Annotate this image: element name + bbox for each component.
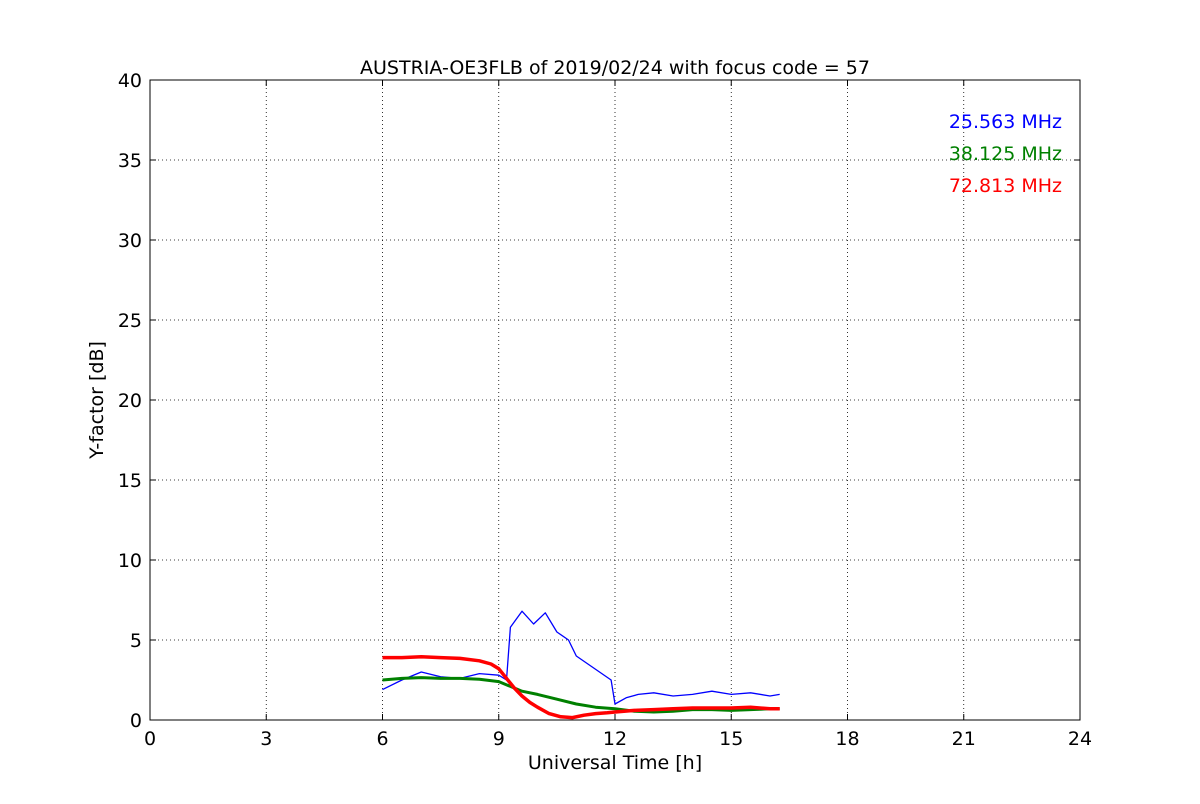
- legend-entry-2: 38.125 MHz: [949, 143, 1062, 165]
- series-line-2: [382, 676, 780, 714]
- x-tick-label: 3: [260, 728, 272, 750]
- y-tick-label: 25: [118, 310, 142, 332]
- ticks: 0 3 6 9 12 15 18 21 24 0 5 10 15 20 25 30 35 40: [118, 70, 1092, 750]
- x-tick-label: 12: [603, 728, 627, 750]
- y-tick-label: 0: [130, 710, 142, 732]
- legend-entry-1: 25.563 MHz: [949, 111, 1062, 133]
- legend-entry-3: 72.813 MHz: [949, 175, 1062, 197]
- y-tick-label: 30: [118, 230, 142, 252]
- y-tick-label: 20: [118, 390, 142, 412]
- y-tick-label: 10: [118, 550, 142, 572]
- y-tick-label: 5: [130, 630, 142, 652]
- y-axis-label: Y-factor [dB]: [86, 341, 108, 460]
- x-tick-label: 24: [1068, 728, 1092, 750]
- x-axis-label: Universal Time [h]: [528, 752, 702, 774]
- chart-title: AUSTRIA-OE3FLB of 2019/02/24 with focus …: [360, 57, 870, 79]
- x-tick-label: 18: [835, 728, 859, 750]
- x-tick-label: 15: [719, 728, 743, 750]
- x-tick-label: 0: [144, 728, 156, 750]
- grid: [150, 80, 1080, 720]
- series-line-3: [382, 655, 780, 720]
- series-layer: [382, 610, 780, 720]
- x-tick-label: 9: [493, 728, 505, 750]
- legend: 25.563 MHz 38.125 MHz 72.813 MHz: [949, 111, 1062, 197]
- series-line-1: [382, 610, 780, 705]
- x-tick-label: 21: [952, 728, 976, 750]
- y-tick-label: 15: [118, 470, 142, 492]
- y-tick-label: 40: [118, 70, 142, 92]
- y-tick-label: 35: [118, 150, 142, 172]
- x-tick-label: 6: [376, 728, 388, 750]
